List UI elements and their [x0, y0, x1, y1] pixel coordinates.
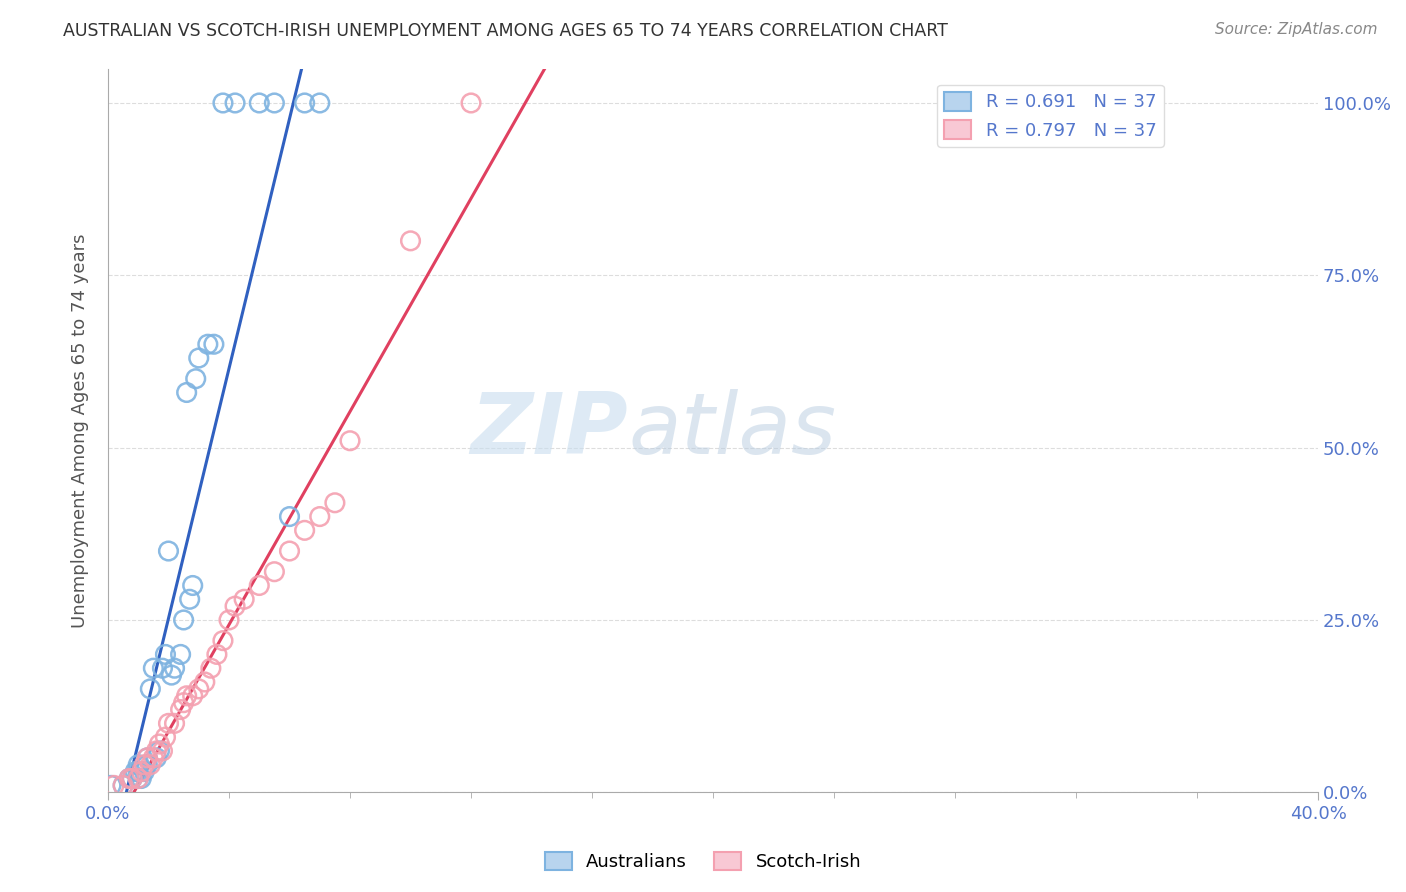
Point — [118, 772, 141, 786]
Point — [339, 434, 361, 448]
Text: Source: ZipAtlas.com: Source: ZipAtlas.com — [1215, 22, 1378, 37]
Point — [212, 95, 235, 110]
Point — [200, 661, 222, 675]
Point — [136, 757, 159, 772]
Point — [155, 648, 177, 662]
Legend: R = 0.691   N = 37, R = 0.797   N = 37: R = 0.691 N = 37, R = 0.797 N = 37 — [938, 85, 1164, 147]
Point — [142, 751, 165, 765]
Point — [173, 696, 195, 710]
Point — [157, 544, 180, 558]
Point — [127, 757, 149, 772]
Point — [155, 730, 177, 744]
Point — [197, 337, 219, 351]
Point — [148, 744, 170, 758]
Point — [224, 599, 246, 614]
Point — [212, 633, 235, 648]
Point — [157, 716, 180, 731]
Point — [118, 772, 141, 786]
Point — [278, 544, 301, 558]
Point — [399, 234, 422, 248]
Point — [112, 778, 135, 792]
Point — [134, 757, 156, 772]
Point — [127, 772, 149, 786]
Point — [145, 744, 167, 758]
Legend: Australians, Scotch-Irish: Australians, Scotch-Irish — [537, 845, 869, 879]
Point — [181, 689, 204, 703]
Point — [139, 681, 162, 696]
Point — [152, 744, 174, 758]
Point — [169, 702, 191, 716]
Point — [218, 613, 240, 627]
Point — [187, 681, 209, 696]
Point — [136, 751, 159, 765]
Text: ZIP: ZIP — [471, 389, 628, 472]
Point — [176, 689, 198, 703]
Point — [278, 509, 301, 524]
Point — [121, 772, 143, 786]
Point — [163, 661, 186, 675]
Point — [129, 764, 152, 779]
Point — [247, 578, 270, 592]
Point — [205, 648, 228, 662]
Point — [134, 764, 156, 779]
Point — [308, 95, 330, 110]
Point — [323, 496, 346, 510]
Text: atlas: atlas — [628, 389, 837, 472]
Point — [308, 509, 330, 524]
Point — [173, 613, 195, 627]
Point — [127, 772, 149, 786]
Point — [176, 385, 198, 400]
Point — [263, 95, 285, 110]
Point — [124, 764, 146, 779]
Point — [179, 592, 201, 607]
Point — [294, 524, 316, 538]
Point — [202, 337, 225, 351]
Point — [294, 95, 316, 110]
Y-axis label: Unemployment Among Ages 65 to 74 years: Unemployment Among Ages 65 to 74 years — [72, 233, 89, 628]
Point — [160, 668, 183, 682]
Point — [148, 737, 170, 751]
Point — [112, 778, 135, 792]
Point — [136, 751, 159, 765]
Point — [184, 372, 207, 386]
Point — [129, 772, 152, 786]
Point — [145, 751, 167, 765]
Point — [194, 675, 217, 690]
Point — [187, 351, 209, 365]
Point — [233, 592, 256, 607]
Point — [263, 565, 285, 579]
Point — [169, 648, 191, 662]
Point — [139, 757, 162, 772]
Point — [181, 578, 204, 592]
Point — [103, 778, 125, 792]
Point — [127, 764, 149, 779]
Point — [460, 95, 482, 110]
Point — [152, 661, 174, 675]
Point — [224, 95, 246, 110]
Point — [247, 95, 270, 110]
Point — [163, 716, 186, 731]
Point — [142, 661, 165, 675]
Text: AUSTRALIAN VS SCOTCH-IRISH UNEMPLOYMENT AMONG AGES 65 TO 74 YEARS CORRELATION CH: AUSTRALIAN VS SCOTCH-IRISH UNEMPLOYMENT … — [63, 22, 948, 40]
Point — [121, 772, 143, 786]
Point — [100, 778, 122, 792]
